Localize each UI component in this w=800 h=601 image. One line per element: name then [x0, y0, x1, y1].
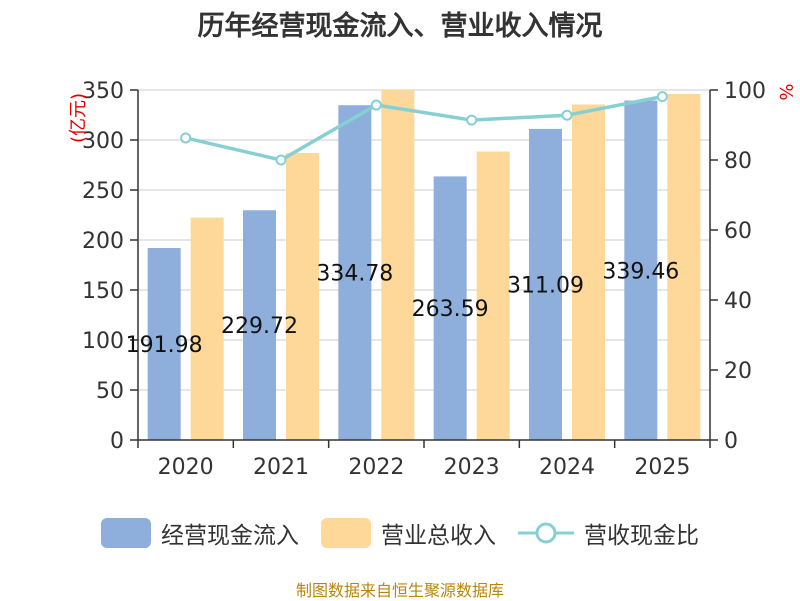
ratio-point	[370, 99, 382, 111]
legend-swatch-cash-inflow	[101, 518, 151, 548]
x-tick-label: 2020	[158, 455, 214, 480]
source-note: 制图数据来自恒生聚源数据库	[295, 581, 504, 600]
bar-revenue	[381, 90, 415, 440]
y-right-tick-label: 80	[724, 149, 752, 174]
bar-cash-inflow	[624, 100, 658, 440]
x-tick-label: 2021	[253, 455, 309, 480]
x-tick-label: 2024	[539, 455, 595, 480]
bar-label-cash-inflow: 311.09	[507, 273, 584, 298]
legend-label-revenue: 营业总收入	[381, 523, 496, 549]
ratio-point	[275, 154, 287, 166]
y-left-tick-label: 300	[82, 129, 124, 154]
y-right-tick-label: 0	[724, 429, 738, 454]
ratio-point	[656, 91, 668, 103]
axes: 0 50 100 150 200 250 300 350 0 20 40 60 80 100 (亿元)% 20…	[68, 79, 796, 480]
y-left-tick-label: 100	[82, 329, 124, 354]
y-left-tick-label: 50	[96, 379, 124, 404]
bar-labels: 191.98 229.72 334.78 263.59 311.09 339.46	[126, 259, 680, 358]
ratio-point	[180, 132, 192, 144]
y-right-tick-label: 100	[724, 79, 766, 104]
bar-label-cash-inflow: 191.98	[126, 333, 203, 358]
y-left-unit: (亿元)	[68, 93, 89, 143]
y-left-tick-label: 150	[82, 279, 124, 304]
legend-item-revenue[interactable]: 营业总收入	[321, 516, 496, 550]
legend-label-ratio: 营收现金比	[584, 523, 699, 549]
legend: 经营现金流入 营业总收入 营收现金比	[0, 516, 800, 550]
bar-cash-inflow	[529, 128, 562, 440]
ratio-point	[466, 114, 478, 126]
bar-cash-inflow	[147, 248, 181, 440]
bar-revenue	[286, 153, 319, 440]
y-right-tick-label: 60	[724, 219, 752, 244]
bar-cash-inflow	[338, 105, 372, 440]
bar-revenue	[572, 104, 605, 440]
y-left-tick-label: 0	[110, 429, 124, 454]
legend-item-cash-inflow[interactable]: 经营现金流入	[101, 516, 299, 550]
y-left-tick-label: 250	[82, 179, 124, 204]
bar-revenue	[476, 151, 510, 440]
ratio-point	[561, 109, 573, 121]
bar-cash-inflow	[433, 176, 467, 440]
x-tick-label: 2025	[634, 455, 690, 480]
ratio-line	[180, 91, 668, 166]
legend-swatch-revenue	[321, 518, 371, 548]
legend-item-ratio[interactable]: 营收现金比	[518, 516, 699, 550]
chart-title: 历年经营现金流入、营业收入情况	[197, 11, 603, 42]
bar-revenue	[190, 217, 224, 440]
bar-label-cash-inflow: 229.72	[221, 314, 298, 339]
bar-label-cash-inflow: 339.46	[602, 259, 679, 284]
y-right-tick-label: 40	[724, 289, 752, 314]
bar-label-cash-inflow: 263.59	[412, 297, 489, 322]
bars	[147, 90, 701, 440]
y-left-tick-label: 200	[82, 229, 124, 254]
y-left-tick-label: 350	[82, 79, 124, 104]
legend-line-marker-icon	[518, 522, 574, 544]
legend-label-cash-inflow: 经营现金流入	[161, 523, 299, 549]
bar-cash-inflow	[243, 210, 276, 440]
bar-label-cash-inflow: 334.78	[316, 262, 393, 287]
y-right-unit: %	[775, 83, 796, 100]
y-right-tick-label: 20	[724, 359, 752, 384]
ratio-polyline	[185, 94, 663, 162]
bar-revenue	[667, 94, 701, 440]
x-tick-label: 2023	[444, 455, 500, 480]
x-tick-label: 2022	[348, 455, 404, 480]
